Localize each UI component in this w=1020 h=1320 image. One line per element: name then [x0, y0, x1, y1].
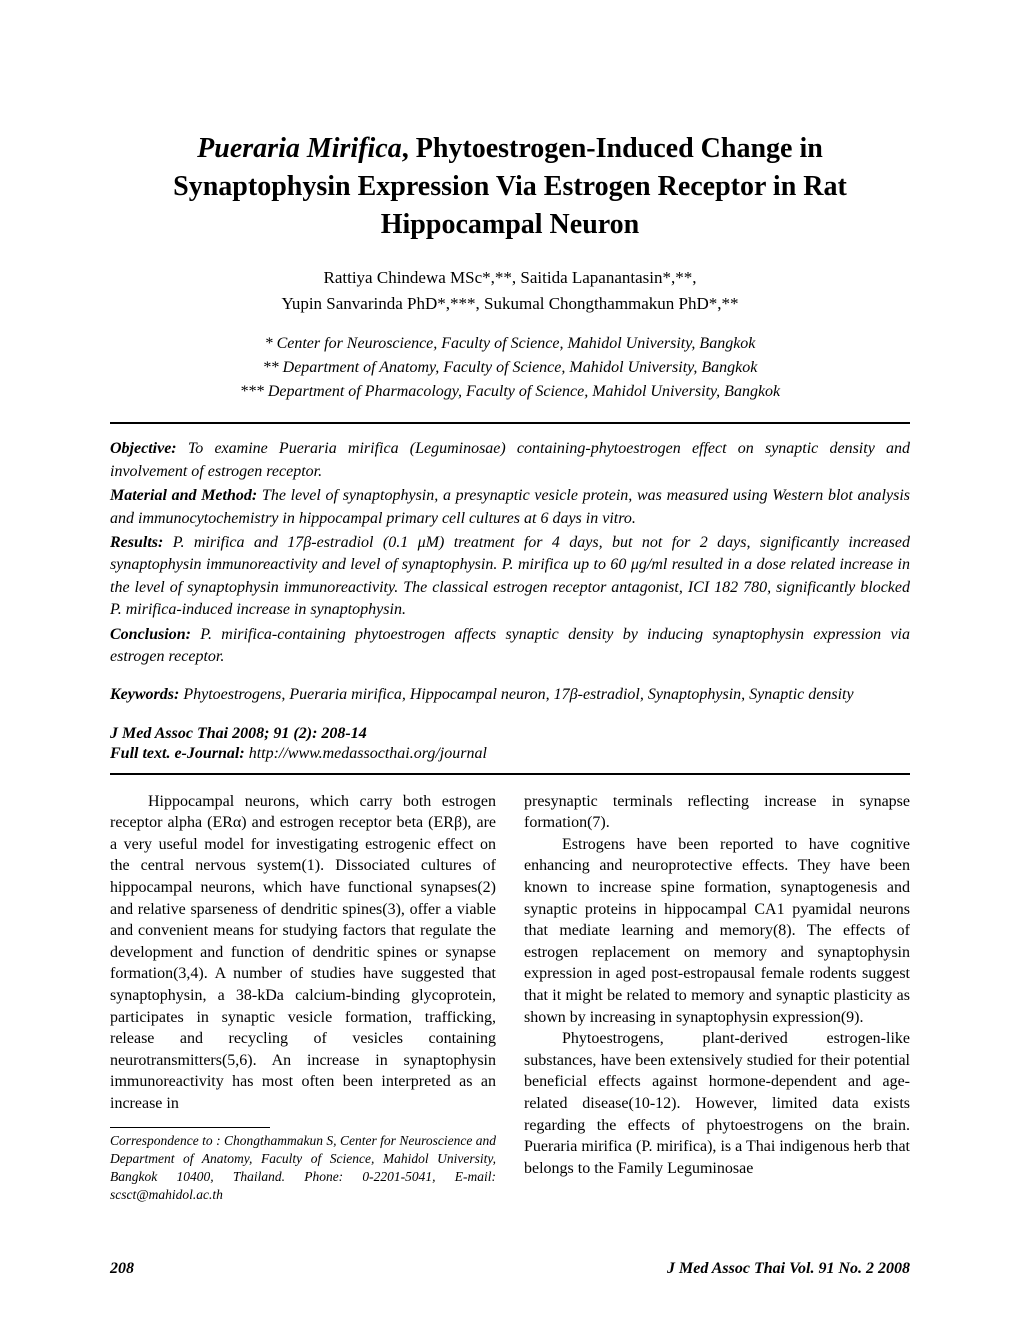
page-number: 208 — [110, 1260, 134, 1278]
keywords-label: Keywords: — [110, 686, 179, 703]
correspondence-text: Correspondence to : Chongthammakun S, Ce… — [110, 1132, 496, 1205]
body-columns: Hippocampal neurons, which carry both es… — [110, 791, 910, 1205]
column-left: Hippocampal neurons, which carry both es… — [110, 791, 496, 1205]
objective-text: To examine Pueraria mirifica (Leguminosa… — [110, 440, 910, 479]
col2-para3: Phytoestrogens, plant-derived estrogen-l… — [524, 1028, 910, 1179]
bottom-rule — [110, 773, 910, 775]
column-right: presynaptic terminals reflecting increas… — [524, 791, 910, 1205]
col2-para1: presynaptic terminals reflecting increas… — [524, 791, 910, 834]
journal-footer: J Med Assoc Thai Vol. 91 No. 2 2008 — [667, 1260, 910, 1278]
fulltext-url: http://www.medassocthai.org/journal — [245, 745, 487, 762]
col2-para2: Estrogens have been reported to have cog… — [524, 834, 910, 1028]
abstract-results: Results: P. mirifica and 17β-estradiol (… — [110, 532, 910, 622]
objective-label: Objective: — [110, 440, 177, 457]
results-label: Results: — [110, 534, 163, 551]
affiliation-3: *** Department of Pharmacology, Faculty … — [110, 380, 910, 404]
affiliation-1: * Center for Neuroscience, Faculty of Sc… — [110, 332, 910, 356]
col1-para1: Hippocampal neurons, which carry both es… — [110, 791, 496, 1115]
abstract-objective: Objective: To examine Pueraria mirifica … — [110, 438, 910, 483]
top-rule — [110, 422, 910, 424]
authors-line-1: Rattiya Chindewa MSc*,**, Saitida Lapana… — [110, 265, 910, 291]
article-title: Pueraria Mirifica, Phytoestrogen-Induced… — [110, 130, 910, 243]
conclusion-label: Conclusion: — [110, 626, 191, 643]
abstract-block: Objective: To examine Pueraria mirifica … — [110, 438, 910, 668]
abstract-material: Material and Method: The level of synapt… — [110, 485, 910, 530]
results-text: P. mirifica and 17β-estradiol (0.1 μM) t… — [110, 534, 910, 618]
affiliations-block: * Center for Neuroscience, Faculty of Sc… — [110, 332, 910, 404]
fulltext-line: Full text. e-Journal: http://www.medasso… — [110, 745, 910, 763]
fulltext-label: Full text. e-Journal: — [110, 745, 245, 762]
conclusion-text: P. mirifica-containing phytoestrogen aff… — [110, 626, 910, 665]
title-italic: Pueraria Mirifica — [197, 133, 402, 164]
authors-block: Rattiya Chindewa MSc*,**, Saitida Lapana… — [110, 265, 910, 316]
abstract-conclusion: Conclusion: P. mirifica-containing phyto… — [110, 624, 910, 669]
keywords-block: Keywords: Phytoestrogens, Pueraria mirif… — [110, 684, 910, 706]
keywords-text: Phytoestrogens, Pueraria mirifica, Hippo… — [179, 686, 853, 703]
authors-line-2: Yupin Sanvarinda PhD*,***, Sukumal Chong… — [110, 291, 910, 317]
citation-line: J Med Assoc Thai 2008; 91 (2): 208-14 — [110, 725, 910, 743]
page-footer: 208 J Med Assoc Thai Vol. 91 No. 2 2008 — [110, 1260, 910, 1278]
material-label: Material and Method: — [110, 487, 257, 504]
affiliation-2: ** Department of Anatomy, Faculty of Sci… — [110, 356, 910, 380]
correspondence-rule — [110, 1127, 270, 1128]
